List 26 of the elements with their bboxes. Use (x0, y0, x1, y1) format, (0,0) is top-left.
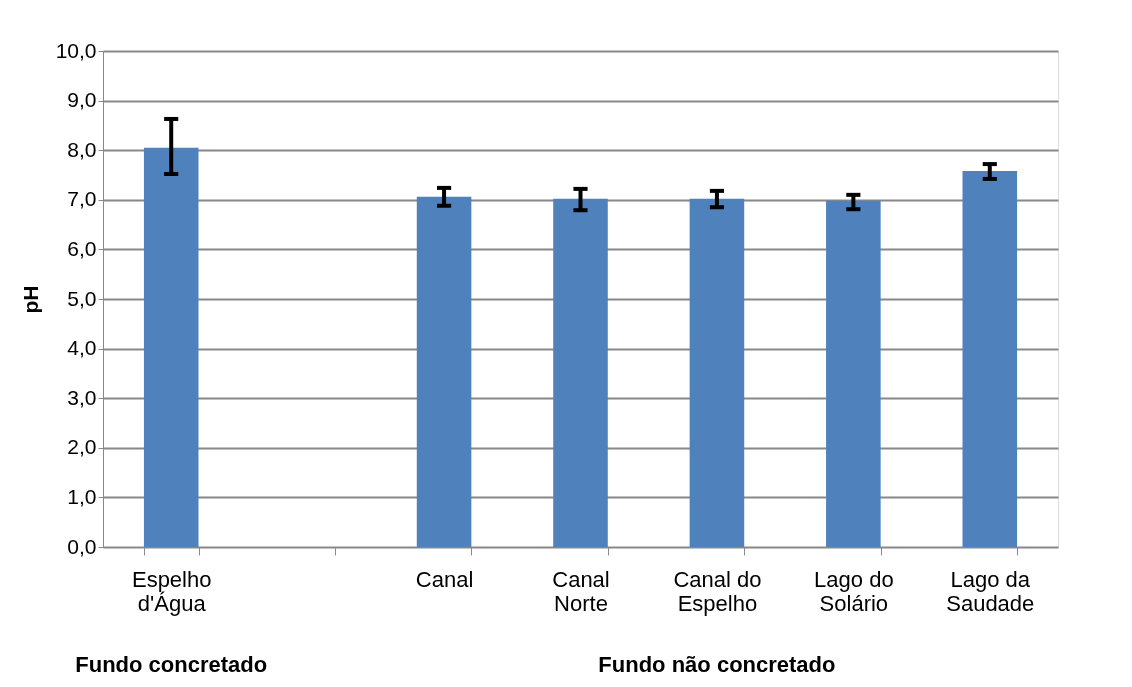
y-tick-label: 9,0 (67, 88, 97, 112)
y-tick-label: 6,0 (67, 236, 97, 260)
x-tick-label: Canal (415, 566, 474, 592)
y-tick-label: 1,0 (67, 484, 97, 508)
y-tick-label: 0,0 (67, 534, 97, 558)
y-tick-label: 10,0 (55, 38, 97, 62)
y-tick-label: 3,0 (67, 385, 97, 409)
text: Fundo não concretado (598, 652, 836, 677)
y-tick-label: 5,0 (67, 286, 97, 310)
y-tick-label: 2,0 (67, 435, 97, 459)
bar (416, 196, 472, 547)
text: Fundo concretado (75, 652, 268, 677)
bar (143, 147, 199, 547)
bar (553, 198, 608, 547)
y-tick-label: 8,0 (67, 137, 97, 161)
x-tick-label: Canal Norte (552, 566, 610, 616)
x-tick-label: Lago do Solário (814, 566, 894, 616)
x-tick-label: Lago da Saudade (946, 566, 1035, 616)
y-axis-title: pH (18, 285, 42, 314)
x-tick-label: Espelho d'Água (131, 566, 212, 616)
y-tick-label: 7,0 (67, 187, 97, 211)
bar (826, 200, 881, 547)
bar (689, 198, 745, 547)
bar (962, 171, 1018, 547)
x-tick-label: Canal do Espelho (673, 566, 762, 616)
y-tick-label: 4,0 (67, 336, 97, 360)
